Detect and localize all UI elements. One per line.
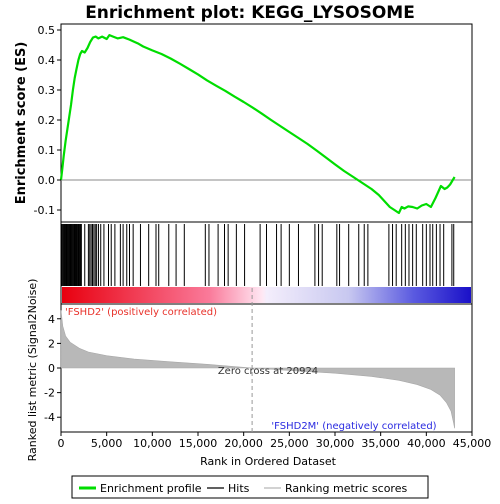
es-y-ticks-layer: -0.1 0.0 0.1 0.2 0.3 0.4 0.5	[34, 24, 61, 217]
x-tick-label: 15,000	[179, 437, 218, 450]
x-tick-label: 40,000	[407, 437, 446, 450]
metric-y-axis-label: Ranked list metric (Signal2Noise)	[26, 279, 39, 462]
metric-y-tick-label: -4	[44, 411, 55, 424]
metric-area-layer	[60, 310, 455, 429]
x-tick-label: 45,000	[453, 437, 492, 450]
enrichment-profile-layer	[59, 33, 456, 215]
x-tick-label: 25,000	[270, 437, 309, 450]
x-tick-label: 20,000	[224, 437, 263, 450]
x-tick-label: 30,000	[316, 437, 355, 450]
x-axis-label: Rank in Ordered Dataset	[200, 455, 337, 468]
metric-y-tick-label: 0	[48, 362, 55, 375]
es-panel-frame	[60, 23, 473, 223]
legend-metric-label: Ranking metric scores	[285, 482, 407, 495]
negative-correlation-label: 'FSHD2M' (negatively correlated)	[271, 421, 436, 432]
x-ticks-layer: 0 5,000 10,000 15,000 20,000 25,000 30,000 35,0…	[58, 432, 492, 450]
legend-frame	[71, 475, 429, 499]
metric-y-tick-label: 4	[48, 313, 55, 326]
positive-correlation-label: 'FSHD2' (positively correlated)	[65, 307, 217, 318]
hits-layer	[61, 224, 455, 286]
legend: Enrichment profile Hits Ranking metric s…	[71, 475, 429, 499]
es-y-tick-label: -0.1	[34, 204, 55, 217]
ranking-metric-area	[60, 310, 455, 429]
rank-color-bar	[62, 287, 471, 303]
es-y-tick-label: 0.3	[38, 84, 56, 97]
legend-profile-label: Enrichment profile	[100, 482, 202, 495]
es-y-tick-label: 0.2	[38, 114, 56, 127]
es-y-tick-label: 0.1	[38, 144, 56, 157]
es-y-tick-label: 0.4	[38, 54, 56, 67]
es-y-tick-label: 0.0	[38, 174, 56, 187]
x-tick-label: 10,000	[133, 437, 172, 450]
zero-cross-label: Zero cross at 20924	[218, 366, 318, 377]
enrichment-profile-line	[59, 33, 456, 215]
metric-y-tick-label: 2	[48, 337, 55, 350]
metric-y-ticks-layer: -4 -2 0 2 4	[44, 313, 61, 424]
metric-y-tick-label: -2	[44, 387, 55, 400]
x-tick-label: 0	[58, 437, 65, 450]
legend-hits-label: Hits	[228, 482, 250, 495]
es-y-axis-label: Enrichment score (ES)	[14, 42, 29, 205]
es-y-tick-label: 0.5	[38, 24, 56, 37]
chart-title: Enrichment plot: KEGG_LYSOSOME	[85, 3, 415, 23]
x-tick-label: 5,000	[91, 437, 123, 450]
x-tick-label: 35,000	[361, 437, 400, 450]
